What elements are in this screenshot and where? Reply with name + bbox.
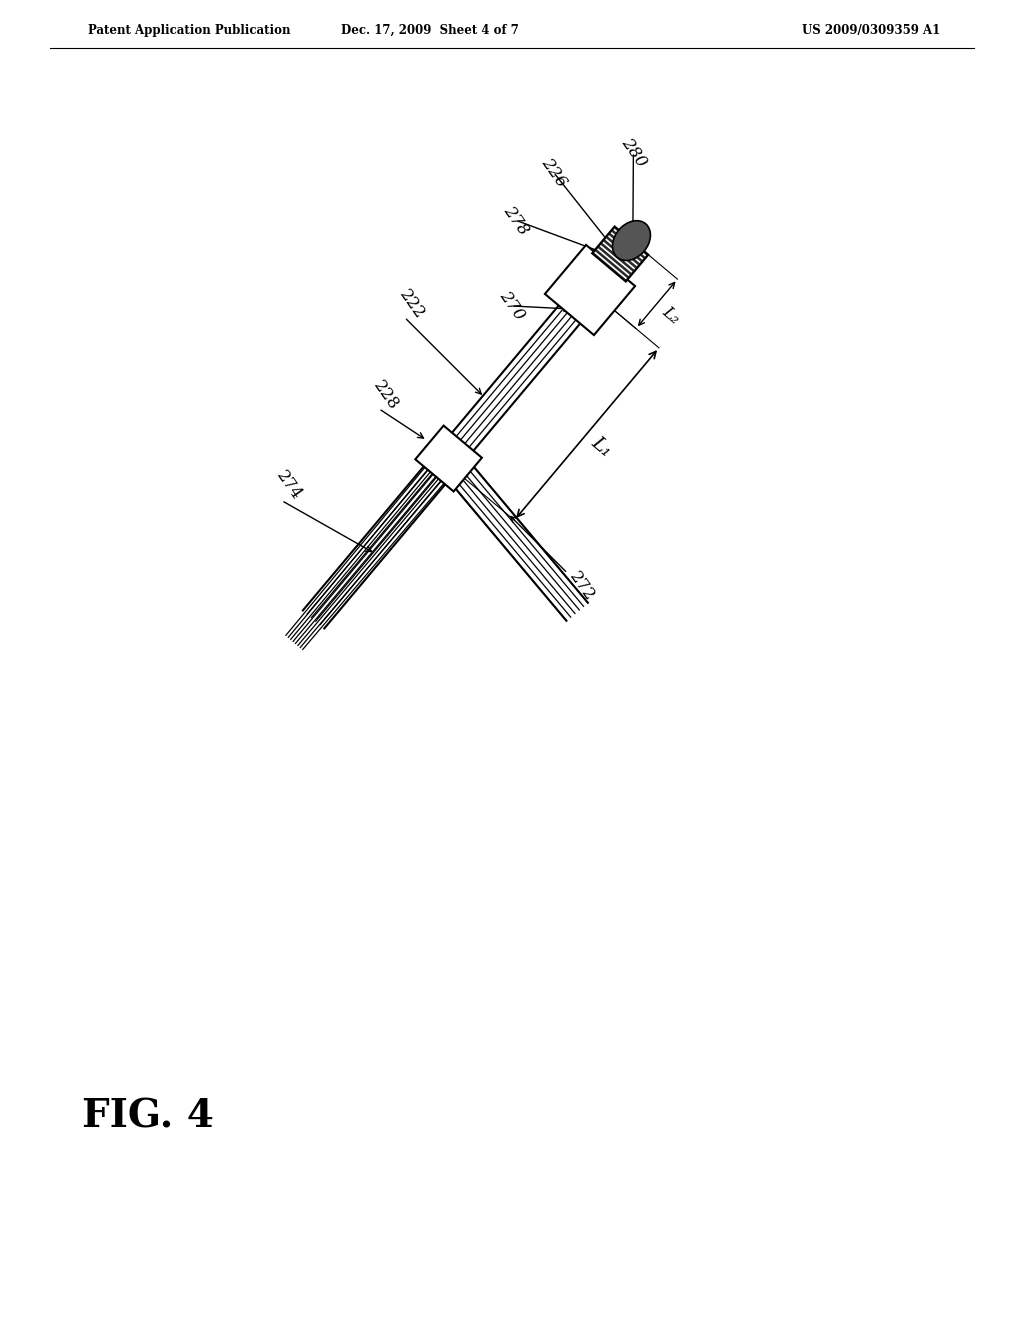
Text: 222: 222 — [395, 286, 427, 322]
Text: FIG. 4: FIG. 4 — [82, 1097, 214, 1135]
Text: 280: 280 — [617, 135, 649, 170]
Polygon shape — [592, 227, 648, 281]
Polygon shape — [416, 425, 482, 491]
Text: L₁: L₁ — [588, 433, 615, 461]
Text: 228: 228 — [370, 378, 401, 413]
Text: 272: 272 — [565, 569, 598, 605]
Ellipse shape — [612, 220, 650, 260]
Text: 274: 274 — [272, 467, 304, 503]
Text: 278: 278 — [500, 202, 531, 238]
Polygon shape — [545, 246, 635, 335]
Text: 270: 270 — [496, 288, 527, 323]
Text: Patent Application Publication: Patent Application Publication — [88, 24, 291, 37]
Text: US 2009/0309359 A1: US 2009/0309359 A1 — [802, 24, 940, 37]
Text: L₂: L₂ — [658, 304, 683, 327]
Text: 226: 226 — [538, 154, 569, 190]
Text: Dec. 17, 2009  Sheet 4 of 7: Dec. 17, 2009 Sheet 4 of 7 — [341, 24, 519, 37]
